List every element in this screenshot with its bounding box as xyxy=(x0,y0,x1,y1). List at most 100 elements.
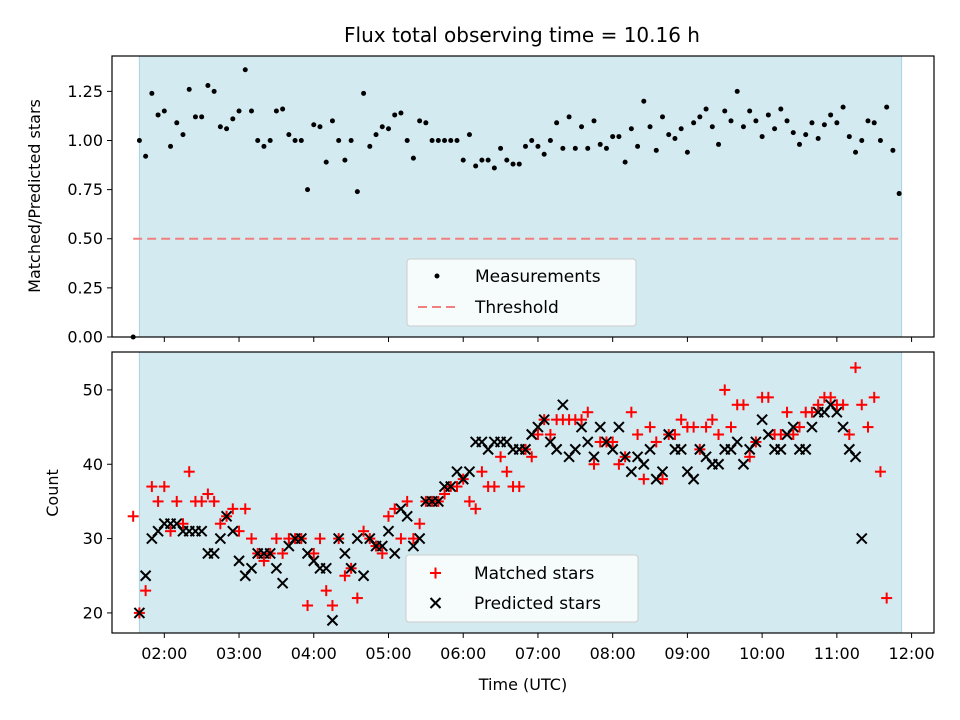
top-legend-box xyxy=(406,258,637,327)
matched-point xyxy=(837,399,849,411)
matched-point xyxy=(451,481,463,493)
matched-point xyxy=(638,473,650,485)
measurement-point xyxy=(703,106,709,112)
matched-point xyxy=(675,414,687,426)
predicted-point xyxy=(208,547,220,560)
measurement-point xyxy=(298,137,304,143)
measurement-point xyxy=(547,137,553,143)
measurement-point xyxy=(728,118,734,124)
predicted-point xyxy=(332,532,345,545)
matched-point xyxy=(395,533,407,545)
measurement-point xyxy=(342,157,348,163)
measurement-point xyxy=(230,116,236,122)
measurement-point xyxy=(211,88,217,94)
measurement-point xyxy=(404,137,410,143)
measurement-point xyxy=(305,187,311,193)
predicted-point xyxy=(712,458,725,470)
predicted-point xyxy=(557,399,569,411)
measurement-point xyxy=(192,114,198,120)
measurement-point xyxy=(846,134,852,140)
matched-point xyxy=(825,391,837,403)
matched-legend-label: Matched stars xyxy=(474,564,594,584)
measurement-point xyxy=(647,124,653,130)
matched-point xyxy=(762,391,774,403)
predicted-point xyxy=(389,547,401,560)
measurement-point xyxy=(516,161,522,167)
x-tick-label: 03:00 xyxy=(216,644,262,663)
bottom-legend-box xyxy=(405,554,639,623)
x-tick-label: 08:00 xyxy=(590,644,636,663)
predicted-point xyxy=(320,562,332,575)
matched-point xyxy=(881,592,893,604)
matched-point xyxy=(862,421,874,433)
matched-point xyxy=(401,495,413,507)
predicted-point xyxy=(737,458,750,470)
predicted-point xyxy=(756,413,768,426)
predicted-point xyxy=(351,532,364,545)
predicted-point xyxy=(675,443,687,456)
bottom-ylabel: Count xyxy=(43,469,62,517)
measurement-point xyxy=(466,132,472,138)
measurement-point xyxy=(267,137,273,143)
predicted-point xyxy=(849,451,862,463)
matched-legend-marker xyxy=(430,567,441,579)
measurement-point xyxy=(747,108,753,114)
bottom-ticks: 20 30 40 50 02:00 03:00 04:00 05:00 06:00 07:00 08… xyxy=(83,380,935,663)
measurement-point xyxy=(691,120,697,126)
predicted-point xyxy=(775,443,787,456)
predicted-point xyxy=(588,451,600,463)
measurement-point xyxy=(161,108,167,114)
measurement-point xyxy=(224,126,230,132)
predicted-point xyxy=(856,532,868,545)
predicted-point xyxy=(139,570,152,582)
predicted-point xyxy=(445,480,457,493)
measurement-point xyxy=(149,90,155,96)
predicted-point xyxy=(806,421,818,433)
measurement-point xyxy=(354,189,360,195)
matched-point xyxy=(277,547,289,559)
measurement-point xyxy=(485,157,491,163)
measurement-point xyxy=(653,147,659,153)
predicted-point xyxy=(663,428,675,441)
measurement-point xyxy=(716,141,722,147)
predicted-point xyxy=(233,555,245,567)
matched-point xyxy=(165,525,177,537)
measurement-point xyxy=(136,137,142,143)
measurement-point xyxy=(659,114,665,120)
matched-point xyxy=(270,533,282,545)
matched-point xyxy=(513,481,525,493)
measurement-point xyxy=(641,98,647,104)
measurement-point xyxy=(454,137,460,143)
predicted-point xyxy=(326,614,339,627)
bottom-plot-frame xyxy=(111,351,935,634)
measurement-point xyxy=(877,137,883,143)
measurement-point xyxy=(572,145,578,151)
predicted-point xyxy=(619,451,631,463)
measurement-point xyxy=(261,143,267,149)
measurement-point xyxy=(603,145,609,151)
predicted-point xyxy=(463,465,476,478)
matched-point xyxy=(737,399,749,411)
predicted-point xyxy=(519,443,532,456)
measurement-point xyxy=(217,124,223,130)
predicted-point xyxy=(762,428,775,441)
measurement-point xyxy=(448,137,454,143)
measurement-point xyxy=(840,104,846,110)
matched-point xyxy=(245,533,257,545)
matched-point xyxy=(719,384,731,396)
measurement-point xyxy=(628,126,634,132)
x-tick-label: 11:00 xyxy=(814,644,860,663)
measurement-point xyxy=(398,110,404,116)
matched-point xyxy=(532,429,544,441)
matched-point xyxy=(793,421,805,433)
measurement-point xyxy=(317,124,323,130)
predicted-point xyxy=(220,510,233,522)
measurement-point xyxy=(155,112,161,118)
matched-point xyxy=(744,451,756,463)
matched-point xyxy=(501,466,513,478)
measurement-point xyxy=(410,155,416,161)
predicted-point xyxy=(831,406,843,418)
matched-point xyxy=(470,503,482,515)
measurement-point xyxy=(772,126,778,132)
